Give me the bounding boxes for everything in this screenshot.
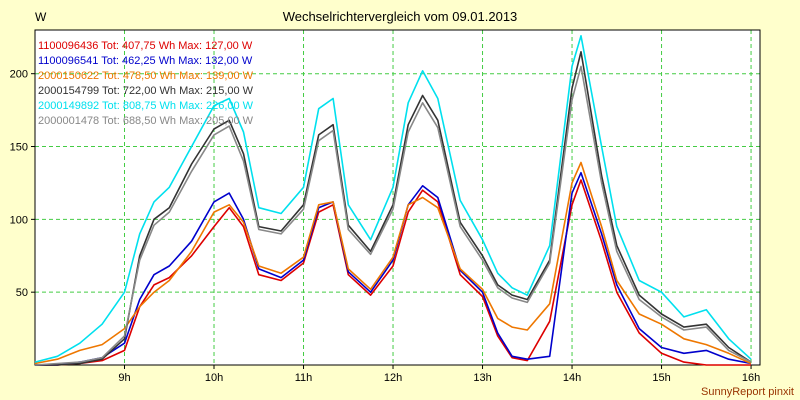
x-tick-label: 15h xyxy=(652,372,670,384)
y-axis-unit-label: W xyxy=(35,10,47,24)
y-tick-label: 200 xyxy=(10,69,28,81)
y-tick-label: 100 xyxy=(10,214,28,226)
legend: 1100096436 Tot: 407,75 Wh Max: 127,00 W 1… xyxy=(38,39,253,129)
series-line-2000154799 xyxy=(35,50,752,366)
x-tick-label: 12h xyxy=(384,372,402,384)
legend-item-1100096436: 1100096436 Tot: 407,75 Wh Max: 127,00 W xyxy=(38,40,253,52)
x-tick-label: 9h xyxy=(118,372,130,384)
x-tick-label: 10h xyxy=(205,372,223,384)
x-tick-label: 13h xyxy=(473,372,491,384)
legend-item-2000149892: 2000149892 Tot: 808,75 Wh Max: 226,00 W xyxy=(38,100,254,112)
x-tick-label: 14h xyxy=(563,372,581,384)
legend-item-2000001478: 2000001478 Tot: 688,50 Wh Max: 205,00 W xyxy=(38,115,254,127)
series-line-2000150622 xyxy=(34,161,752,365)
series-line-1100096541 xyxy=(35,171,752,366)
series-line-1100096436 xyxy=(35,179,751,366)
x-tick-label: 16h xyxy=(742,372,760,384)
plot-background xyxy=(35,30,760,365)
legend-item-1100096541: 1100096541 Tot: 462,25 Wh Max: 132,00 W xyxy=(38,55,253,67)
legend-item-2000150622: 2000150622 Tot: 478,50 Wh Max: 139,00 W xyxy=(38,70,254,82)
watermark-text: SunnyReport pinxit xyxy=(701,386,794,398)
plot-border xyxy=(34,29,761,366)
y-tick-label: 50 xyxy=(16,287,28,299)
chart-title: Wechselrichtervergleich vom 09.01.2013 xyxy=(282,9,518,24)
y-tick-label: 150 xyxy=(10,142,28,154)
legend-item-2000154799: 2000154799 Tot: 722,00 Wh Max: 215,00 W xyxy=(38,85,254,97)
x-tick-label: 11h xyxy=(295,372,313,384)
series-line-2000149892 xyxy=(34,34,752,363)
series-line-2000001478 xyxy=(34,65,752,366)
